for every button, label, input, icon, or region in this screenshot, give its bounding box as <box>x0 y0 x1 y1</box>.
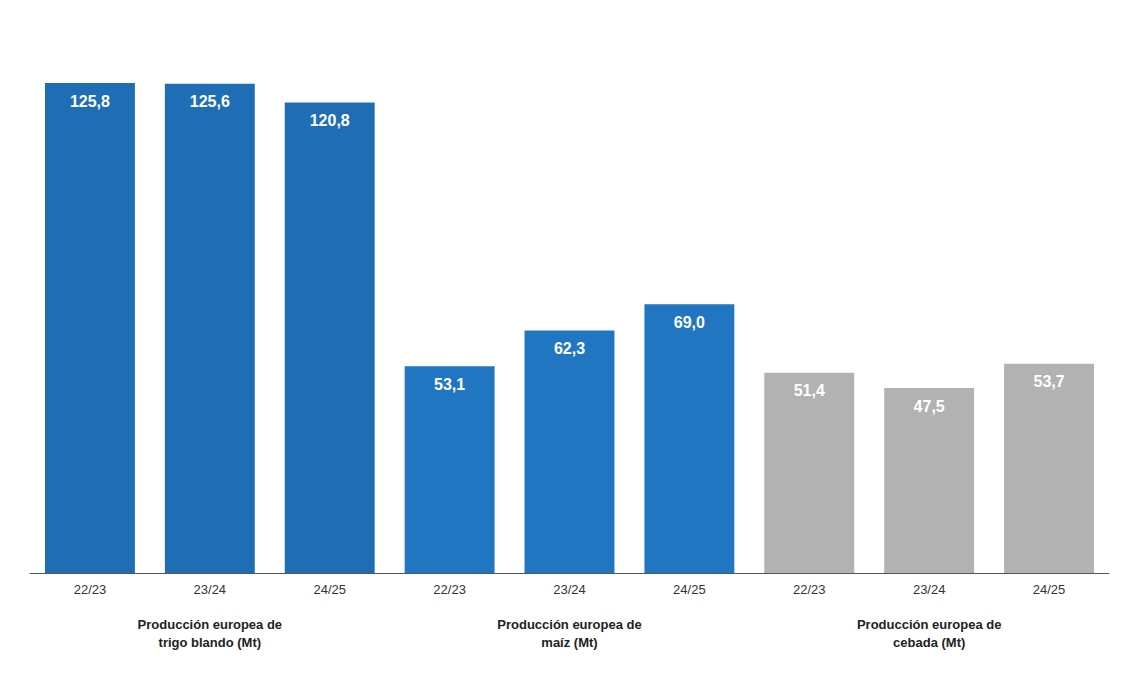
svg-text:47,5: 47,5 <box>914 398 945 415</box>
svg-text:69,0: 69,0 <box>674 314 705 331</box>
svg-text:24/25: 24/25 <box>1033 582 1066 597</box>
svg-text:trigo blando (Mt): trigo blando (Mt) <box>159 635 262 650</box>
svg-text:maíz (Mt): maíz (Mt) <box>541 635 597 650</box>
svg-text:125,6: 125,6 <box>190 93 230 110</box>
svg-text:125,8: 125,8 <box>70 93 110 110</box>
svg-text:Producción europea de: Producción europea de <box>138 617 282 632</box>
svg-text:53,1: 53,1 <box>434 376 465 393</box>
svg-text:51,4: 51,4 <box>794 382 825 399</box>
svg-text:53,7: 53,7 <box>1033 373 1064 390</box>
svg-text:23/24: 23/24 <box>553 582 586 597</box>
svg-text:22/23: 22/23 <box>74 582 107 597</box>
svg-text:cebada (Mt): cebada (Mt) <box>893 635 965 650</box>
svg-text:23/24: 23/24 <box>194 582 227 597</box>
svg-text:Producción europea de: Producción europea de <box>497 617 641 632</box>
svg-text:Producción europea de: Producción europea de <box>857 617 1001 632</box>
svg-text:22/23: 22/23 <box>433 582 466 597</box>
svg-text:62,3: 62,3 <box>554 340 585 357</box>
svg-text:24/25: 24/25 <box>313 582 346 597</box>
svg-text:23/24: 23/24 <box>913 582 946 597</box>
svg-text:22/23: 22/23 <box>793 582 826 597</box>
svg-text:24/25: 24/25 <box>673 582 706 597</box>
svg-text:120,8: 120,8 <box>310 112 350 129</box>
